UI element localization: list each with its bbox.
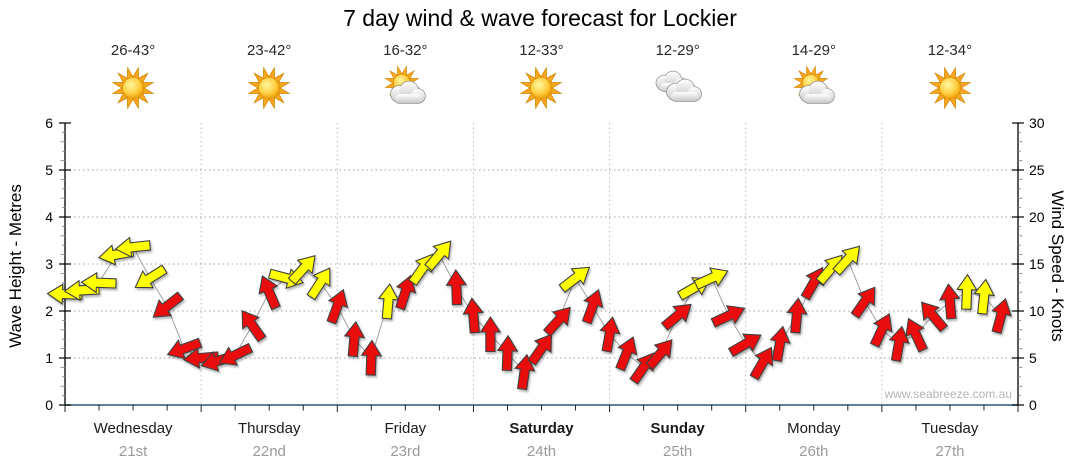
day-header-monday: 14-29°	[746, 40, 882, 117]
day-temp: 14-29°	[791, 42, 836, 59]
wind-arrow	[558, 266, 591, 293]
day-temp: 16-32°	[383, 42, 428, 59]
day-temp: 12-29°	[655, 42, 700, 59]
right-tick-label: 0	[1029, 397, 1037, 413]
left-axis-title: Wave Height - Metres	[6, 184, 25, 348]
wind-arrow	[693, 267, 729, 290]
day-header-tuesday: 12-34°	[882, 40, 1018, 117]
day-name-label: Saturday	[509, 420, 574, 437]
day-header-thursday: 23-42°	[201, 40, 337, 117]
wind-arrow	[599, 316, 621, 353]
wind-arrow	[888, 325, 910, 363]
day-header-sunday: 12-29°	[610, 40, 746, 117]
day-name-label: Wednesday	[94, 420, 173, 437]
day-date-label: 22nd	[253, 443, 286, 460]
axes-and-ticks: 0 1 2 3 4 5 6 0 5 10 15 20 25 30	[45, 115, 1045, 413]
wind-arrow	[869, 313, 893, 348]
day-date-label: 27th	[935, 443, 964, 460]
wind-arrow	[360, 339, 383, 376]
day-temp: 12-33°	[519, 42, 564, 59]
day-name-label: Tuesday	[921, 420, 978, 437]
watermark: www.seabreeze.com.au	[884, 387, 1012, 401]
wind-arrow	[134, 264, 168, 289]
day-temp: 23-42°	[247, 42, 292, 59]
wind-arrow	[921, 301, 949, 333]
right-tick-label: 10	[1029, 303, 1045, 319]
left-tick-label: 1	[45, 350, 53, 366]
right-tick-label: 25	[1029, 162, 1045, 178]
day-name-label: Thursday	[238, 420, 301, 437]
wind-arrow	[786, 297, 808, 334]
right-tick-label: 5	[1029, 350, 1037, 366]
wind-arrow	[973, 278, 995, 315]
day-header-saturday: 12-33°	[473, 40, 609, 117]
wind-arrow	[832, 245, 861, 276]
right-tick-label: 20	[1029, 209, 1045, 225]
wind-arrow	[166, 337, 203, 360]
left-tick-label: 6	[45, 115, 53, 131]
chart-title: 7 day wind & wave forecast for Lockier	[343, 5, 737, 31]
left-tick-label: 5	[45, 162, 53, 178]
day-name-label: Sunday	[651, 420, 706, 437]
wind-arrow	[258, 275, 281, 311]
day-name-label: Friday	[385, 420, 427, 437]
wind-arrow	[727, 333, 762, 358]
wind-arrow	[956, 273, 978, 310]
day-header-friday: 16-32°	[337, 40, 473, 117]
right-tick-label: 15	[1029, 256, 1045, 272]
day-name-label: Monday	[787, 420, 841, 437]
left-tick-label: 0	[45, 397, 53, 413]
left-tick-label: 3	[45, 256, 53, 272]
wind-arrows	[46, 236, 1012, 391]
wind-arrow	[462, 297, 485, 334]
wind-arrow	[445, 269, 468, 306]
wind-arrow	[114, 236, 152, 259]
wind-arrow	[527, 333, 553, 366]
wind-arrow	[182, 347, 220, 369]
wind-arrow	[749, 346, 774, 381]
wind-arrow	[343, 320, 366, 358]
wind-arrow	[514, 353, 536, 391]
day-date-label: 25th	[663, 443, 692, 460]
metre-gridlines	[65, 169, 1018, 359]
day-date-label: 23rd	[390, 443, 420, 460]
wind-arrow	[581, 288, 604, 325]
day-date-label: 21st	[119, 443, 148, 460]
left-tick-label: 2	[45, 303, 53, 319]
wind-arrow	[850, 286, 876, 319]
wind-arrow	[326, 288, 349, 325]
day-temp: 26-43°	[110, 42, 156, 59]
wind-arrow	[660, 303, 692, 331]
day-temp: 12-34°	[927, 42, 973, 59]
wind-arrow	[241, 309, 267, 343]
right-tick-label: 30	[1029, 115, 1045, 131]
wind-arrow	[80, 271, 117, 294]
wind-arrow	[152, 291, 185, 318]
wind-arrow	[991, 297, 1012, 334]
wind-arrow	[218, 342, 254, 366]
left-tick-label: 4	[45, 209, 53, 225]
wind-arrow	[645, 339, 673, 371]
wind-arrow	[905, 317, 928, 353]
wind-arrow	[287, 254, 316, 286]
wind-arrow	[615, 336, 638, 372]
day-header-wednesday: 26-43°	[65, 40, 201, 117]
wind-arrow	[938, 283, 961, 320]
day-labels: Wednesday 21st Thursday 22nd Friday 23rd Satur…	[94, 420, 979, 460]
wind-arrow	[306, 267, 331, 301]
wind-arrow	[377, 283, 400, 320]
wind-arrow	[395, 274, 417, 311]
wind-arrow	[424, 240, 452, 272]
right-axis-title: Wind Speed - Knots	[1048, 190, 1067, 342]
day-date-label: 24th	[527, 443, 556, 460]
day-date-label: 26th	[799, 443, 828, 460]
wind-arrow	[479, 315, 502, 353]
wind-arrow	[710, 305, 746, 328]
wind-arrow	[542, 306, 571, 337]
wind-arrow	[769, 325, 791, 363]
wind-arrow	[496, 334, 519, 372]
